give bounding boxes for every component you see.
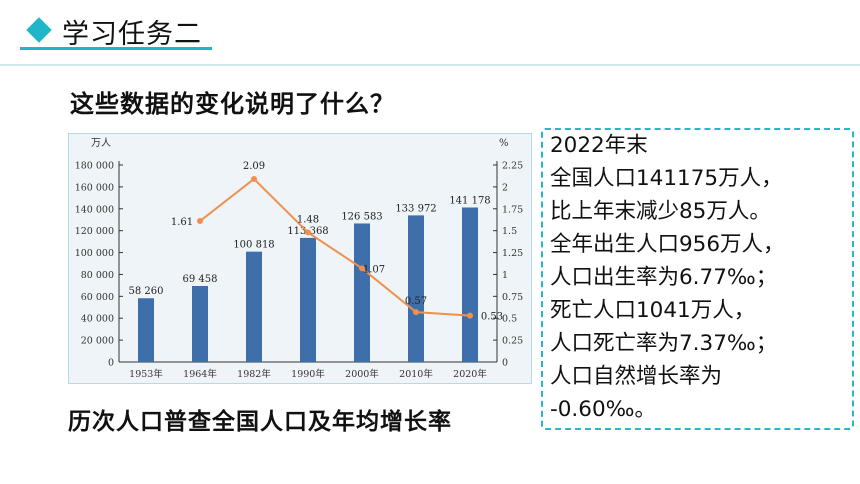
section-title: 学习任务二	[62, 19, 202, 50]
growth-rate-line	[199, 177, 471, 317]
y-tick-right: 1.75	[502, 204, 523, 215]
info-line: 死亡人口1041万人，	[550, 298, 756, 323]
info-box	[541, 128, 854, 430]
growth-rate-point	[251, 176, 257, 183]
growth-rate-label: 0.57	[405, 296, 427, 307]
growth-rate-point	[305, 229, 311, 236]
population-chart: 万人% 0 20 000 40 000 60 000 80 000 100 000 120 0…	[68, 133, 532, 384]
diamond-icon	[26, 17, 52, 43]
y-axis-left-label: 万人	[91, 137, 111, 149]
y-tick-right: 0.75	[502, 292, 523, 303]
bar-value-label: 133 972	[395, 203, 436, 214]
header-divider	[0, 64, 860, 66]
info-line: 比上年末减少85万人。	[550, 199, 771, 224]
info-line: 全国人口141175万人，	[550, 166, 783, 191]
y-tick-left: 20 000	[81, 336, 114, 347]
bar-value-label: 126 583	[341, 211, 382, 222]
growth-rate-point	[197, 218, 203, 225]
growth-rate-label: 2.09	[243, 161, 265, 172]
x-tick-label: 2000年	[345, 368, 379, 380]
growth-rate-label: 1.48	[297, 214, 319, 225]
bar	[300, 237, 316, 362]
y-tick-right: 0.25	[502, 336, 523, 347]
y-tick-right: 0	[502, 358, 508, 369]
y-tick-left: 80 000	[81, 270, 114, 281]
y-tick-left: 180 000	[75, 161, 114, 172]
y-tick-right: 2.25	[502, 161, 523, 172]
y-axis-right-label: %	[499, 138, 509, 149]
x-tick-label: 1982年	[237, 368, 271, 380]
info-line: 人口死亡率为7.37‰；	[550, 331, 778, 356]
y-tick-left: 40 000	[81, 314, 114, 325]
x-tick-label: 1990年	[291, 368, 325, 380]
bar-value-label: 100 818	[233, 240, 274, 251]
bar	[462, 207, 478, 362]
info-line: 人口出生率为6.77‰；	[550, 265, 778, 290]
growth-rate-label: 1.07	[363, 264, 385, 275]
y-tick-left: 120 000	[75, 226, 114, 237]
bar-value-label: 58 260	[129, 286, 164, 297]
y-tick-left: 160 000	[75, 182, 114, 193]
bar	[138, 298, 154, 362]
header-bar: 学习任务二	[0, 0, 860, 66]
bar	[246, 251, 262, 362]
bar	[354, 223, 370, 362]
y-tick-right: 1.25	[502, 248, 523, 259]
y-tick-left: 60 000	[81, 292, 114, 303]
info-line: 人口自然增长率为	[550, 364, 723, 389]
bar-value-label: 69 458	[183, 274, 218, 285]
growth-rate-point	[413, 309, 419, 316]
bar	[192, 285, 208, 362]
chart-caption: 历次人口普查全国人口及年均增长率	[68, 409, 452, 435]
x-tick-label: 1953年	[129, 368, 163, 380]
y-tick-right: 0.5	[502, 314, 517, 325]
y-tick-left: 100 000	[75, 248, 114, 259]
growth-rate-label: 0.53	[481, 312, 503, 323]
y-tick-right: 2	[502, 182, 508, 193]
title-underline	[20, 47, 212, 50]
question-text: 这些数据的变化说明了什么？	[70, 90, 395, 118]
growth-rate-label: 1.61	[171, 217, 193, 228]
y-tick-left: 140 000	[75, 204, 114, 215]
bar-value-label: 141 178	[449, 195, 490, 206]
info-line: -0.60‰。	[550, 397, 656, 422]
info-line: 全年出生人口956万人，	[550, 232, 785, 257]
y-tick-right: 1	[502, 270, 508, 281]
bar	[408, 215, 424, 362]
y-tick-left: 0	[108, 358, 114, 369]
x-tick-label: 1964年	[183, 368, 217, 380]
growth-rate-point	[467, 312, 473, 319]
growth-rate-point	[359, 265, 365, 272]
y-tick-right: 1.5	[502, 226, 517, 237]
x-tick-label: 2010年	[399, 368, 433, 380]
x-tick-label: 2020年	[453, 368, 487, 380]
info-line: 2022年末	[550, 133, 648, 158]
